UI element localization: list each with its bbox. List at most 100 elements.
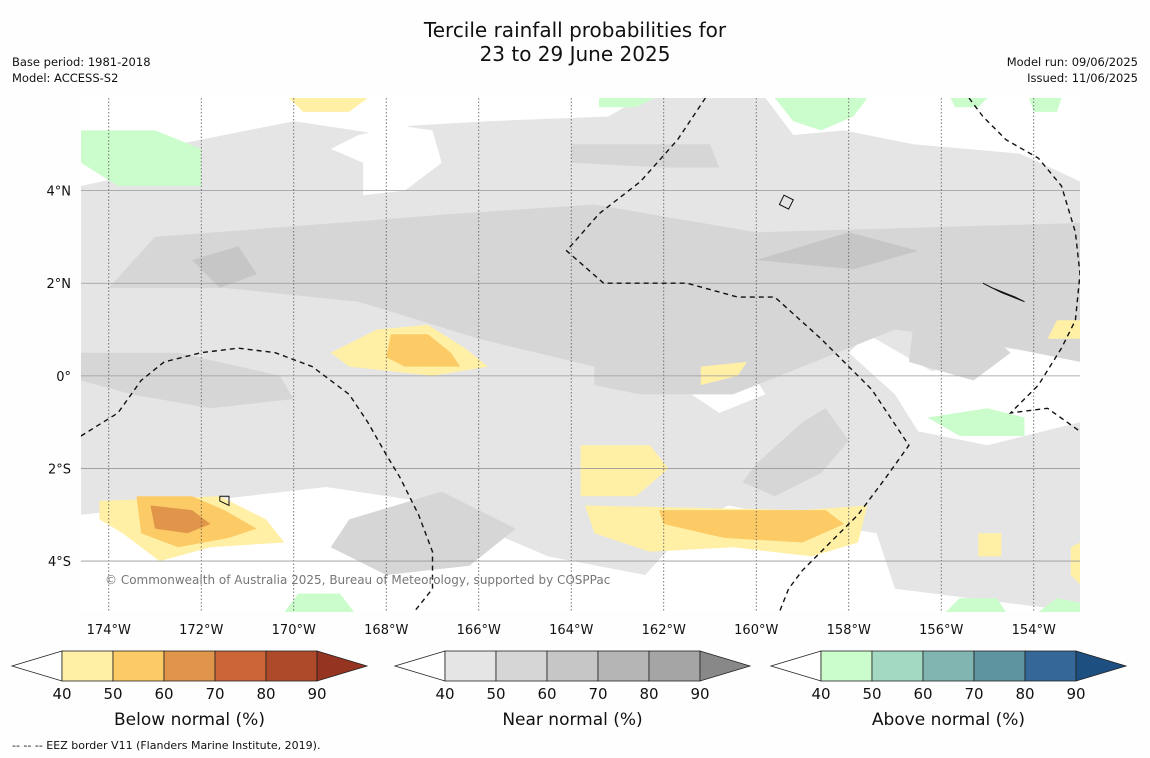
axis-tick-labels: 174°W 172°W 170°W 168°W 166°W 164°W 162°W 160°W… bbox=[47, 185, 1056, 638]
colorbar-tick-label: 40 bbox=[435, 685, 454, 703]
colorbar-tick-label: 70 bbox=[964, 685, 983, 703]
region-above-40-22 bbox=[945, 598, 1006, 612]
colorbar-label: Below normal (%) bbox=[114, 710, 265, 730]
region-near-60-13 bbox=[756, 232, 919, 270]
region-near-50-9 bbox=[330, 491, 516, 575]
colorbar-segment bbox=[546, 650, 599, 682]
y-tick-label: 4°S bbox=[48, 555, 71, 570]
region-below-50-34 bbox=[386, 334, 461, 367]
colorbar-segment bbox=[61, 650, 114, 682]
island-outline-1 bbox=[982, 282, 1025, 303]
region-below-40-28 bbox=[700, 361, 747, 386]
colorbar-segment bbox=[444, 650, 497, 682]
region-above-40-23 bbox=[1038, 598, 1080, 612]
region-near-60-14 bbox=[192, 246, 257, 288]
colorbar-segment bbox=[648, 650, 701, 682]
colorbar-tick-label: 70 bbox=[205, 685, 224, 703]
colorbar-tick-label: 80 bbox=[256, 685, 275, 703]
x-tick-label: 158°W bbox=[827, 623, 871, 638]
model-text: Model: ACCESS-S2 bbox=[12, 71, 119, 85]
region-above-40-20 bbox=[927, 408, 1025, 436]
region-above-40-19 bbox=[1029, 98, 1062, 112]
colorbar-tick-label: 50 bbox=[103, 685, 122, 703]
chart-title-line1: Tercile rainfall probabilities for bbox=[423, 18, 727, 42]
region-near-50-8 bbox=[81, 352, 294, 409]
region-above-40-15 bbox=[81, 130, 202, 186]
colorbar-extend-low bbox=[393, 650, 446, 682]
colorbar-extend-high bbox=[699, 650, 752, 682]
colorbar-segment bbox=[597, 650, 650, 682]
colorbar-tick-label: 50 bbox=[862, 685, 881, 703]
region-near-50-12 bbox=[908, 324, 1011, 381]
region-no-signal-4 bbox=[81, 487, 1080, 612]
colorbar-segment bbox=[163, 650, 216, 682]
eez-border-0 bbox=[81, 347, 434, 612]
y-tick-label: 2°N bbox=[47, 277, 72, 292]
colorbar-tick-label: 80 bbox=[1015, 685, 1034, 703]
x-tick-label: 162°W bbox=[642, 623, 686, 638]
region-above-40-18 bbox=[950, 98, 988, 108]
x-tick-label: 160°W bbox=[734, 623, 778, 638]
y-tick-label: 0° bbox=[56, 370, 71, 385]
region-above-40-21 bbox=[284, 593, 354, 612]
colorbar-segment bbox=[495, 650, 548, 682]
colorbar-tick-label: 40 bbox=[52, 685, 71, 703]
x-tick-label: 170°W bbox=[272, 623, 316, 638]
chart-title: Tercile rainfall probabilities for 23 to… bbox=[0, 18, 1150, 66]
colorbar-segment bbox=[820, 650, 873, 682]
colorbar-extend-low bbox=[769, 650, 822, 682]
x-tick-label: 168°W bbox=[364, 623, 408, 638]
eez-footer-note: -- -- -- EEZ border V11 (Flanders Marine… bbox=[12, 739, 321, 752]
region-below-40-26 bbox=[580, 445, 669, 497]
colorbar-2: 40 50 60 70 80 90 Near normal (%) bbox=[393, 650, 752, 730]
colorbar-segment bbox=[112, 650, 165, 682]
y-tick-label: 2°S bbox=[48, 462, 71, 477]
region-below-40-30 bbox=[978, 533, 1002, 557]
region-below-60-36 bbox=[150, 505, 211, 534]
x-tick-label: 174°W bbox=[87, 623, 131, 638]
region-near-50-10 bbox=[571, 144, 720, 168]
colorbar-extend-low bbox=[10, 650, 63, 682]
base-period-text: Base period: 1981-2018 bbox=[12, 55, 151, 69]
colorbar-tick-label: 40 bbox=[811, 685, 830, 703]
eez-borders bbox=[81, 98, 1080, 612]
region-below-40-29 bbox=[1047, 320, 1080, 339]
colorbar-3: 40 50 60 70 80 90 Above normal (%) bbox=[769, 650, 1128, 730]
region-above-40-17 bbox=[599, 98, 655, 108]
colorbar-segment bbox=[871, 650, 924, 682]
colorbar-tick-label: 90 bbox=[690, 685, 709, 703]
x-tick-label: 166°W bbox=[457, 623, 501, 638]
islands bbox=[219, 194, 1025, 507]
colorbar-segment bbox=[973, 650, 1026, 682]
colorbar-label: Above normal (%) bbox=[872, 710, 1025, 730]
colorbar-tick-label: 70 bbox=[588, 685, 607, 703]
colorbars: 40 50 60 70 80 90 Below normal (%) 40 50 60 70 80 90… bbox=[10, 650, 1128, 730]
region-below-50-35 bbox=[659, 510, 845, 543]
eez-border-2 bbox=[968, 98, 1080, 432]
issued-text: Issued: 11/06/2025 bbox=[1027, 71, 1138, 85]
colorbar-1: 40 50 60 70 80 90 Below normal (%) bbox=[10, 650, 369, 730]
colorbar-segment bbox=[214, 650, 267, 682]
region-no-signal-1 bbox=[81, 98, 641, 186]
colorbar-label: Near normal (%) bbox=[502, 710, 642, 730]
island-outline-2 bbox=[219, 495, 230, 507]
region-below-40-32 bbox=[289, 98, 368, 112]
copyright-text: © Commonwealth of Australia 2025, Bureau… bbox=[105, 573, 610, 587]
colorbar-extend-high bbox=[1075, 650, 1128, 682]
region-below-40-31 bbox=[1070, 542, 1080, 585]
eez-border-1 bbox=[565, 98, 910, 612]
colorbar-tick-label: 60 bbox=[913, 685, 932, 703]
colorbar-tick-label: 90 bbox=[1066, 685, 1085, 703]
chart-title-line2: 23 to 29 June 2025 bbox=[479, 42, 671, 66]
colorbar-extend-high bbox=[316, 650, 369, 682]
colorbar-tick-label: 60 bbox=[154, 685, 173, 703]
model-run-text: Model run: 09/06/2025 bbox=[1006, 55, 1138, 69]
colorbar-tick-label: 60 bbox=[537, 685, 556, 703]
y-tick-label: 4°N bbox=[47, 185, 72, 200]
colorbar-segment bbox=[922, 650, 975, 682]
x-tick-label: 164°W bbox=[549, 623, 593, 638]
grid-lines bbox=[81, 98, 1080, 612]
meta-left: Base period: 1981-2018 Model: ACCESS-S2 bbox=[12, 54, 151, 86]
colorbar-tick-label: 50 bbox=[486, 685, 505, 703]
